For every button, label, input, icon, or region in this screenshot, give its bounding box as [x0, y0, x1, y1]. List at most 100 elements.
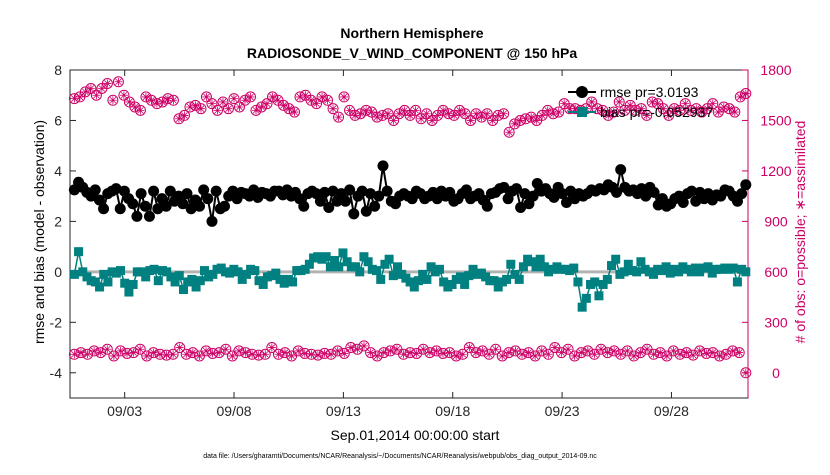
obs-point	[305, 94, 317, 106]
obs-point	[410, 104, 422, 116]
obs-asterisk	[675, 106, 684, 115]
obs-asterisk	[147, 96, 156, 105]
bias-point	[489, 276, 499, 286]
obs-asterisk	[656, 348, 665, 357]
obs-asterisk	[136, 106, 145, 115]
obs-asterisk	[499, 109, 508, 118]
obs-asterisk	[142, 351, 151, 360]
obs-point	[195, 103, 207, 115]
bias-point	[304, 259, 314, 269]
bias-point	[418, 269, 428, 279]
obs-asterisk	[263, 99, 271, 108]
rmse-point	[498, 181, 510, 193]
obs-point	[151, 98, 163, 110]
obs-asterisk	[477, 113, 486, 122]
chart-title-line2: RADIOSONDE_V_WIND_COMPONENT @ 150 hPa	[247, 45, 577, 61]
bias-point	[95, 282, 105, 292]
rmse-point	[515, 202, 527, 214]
right-y-tick-label: 600	[764, 264, 788, 280]
bias-point	[330, 255, 340, 265]
obs-point	[114, 345, 126, 357]
obs-point	[222, 103, 234, 115]
obs-asterisk	[229, 94, 238, 103]
obs-asterisk	[722, 350, 731, 359]
obs-point	[553, 106, 565, 118]
obs-asterisk	[703, 104, 712, 113]
obs-point	[233, 101, 245, 113]
obs-asterisk	[570, 351, 579, 360]
obs-asterisk	[240, 96, 249, 105]
rmse-point	[611, 186, 623, 198]
obs-point	[327, 103, 339, 115]
obs-asterisk	[274, 96, 283, 105]
obs-point	[333, 111, 345, 123]
obs-point	[696, 106, 708, 118]
left-y-tick-label: 8	[54, 62, 62, 78]
obs-point	[437, 104, 449, 116]
bias-point	[376, 274, 386, 284]
obs-asterisk	[389, 116, 398, 125]
obs-asterisk	[76, 348, 85, 357]
obs-asterisk	[281, 348, 290, 357]
obs-point	[657, 103, 669, 115]
rmse-point	[177, 198, 189, 210]
obs-point	[443, 108, 455, 120]
bias-point	[632, 267, 642, 277]
obs-asterisk	[510, 119, 519, 128]
obs-asterisk	[715, 351, 724, 360]
bias-point	[741, 267, 751, 277]
obs-point	[525, 111, 537, 123]
bias-point	[174, 271, 184, 281]
obs-asterisk	[362, 106, 371, 115]
rmse-point	[185, 203, 197, 215]
bias-point	[237, 274, 247, 284]
obs-asterisk	[444, 109, 453, 118]
rmse-point	[319, 186, 331, 198]
obs-asterisk	[554, 108, 563, 117]
obs-point	[294, 91, 306, 103]
obs-point	[325, 348, 337, 360]
obs-asterisk	[136, 345, 145, 354]
bias-point	[195, 276, 205, 286]
obs-asterisk	[373, 351, 382, 360]
obs-asterisk	[125, 97, 134, 106]
rmse-point	[381, 185, 393, 197]
obs-asterisk	[83, 350, 92, 359]
bias-point	[506, 259, 516, 269]
obs-point	[95, 347, 107, 359]
bias-point	[581, 293, 591, 303]
rmse-point	[364, 188, 376, 200]
rmse-point	[298, 200, 310, 212]
bias-point	[413, 276, 423, 286]
obs-asterisk	[560, 99, 569, 108]
obs-asterisk	[162, 351, 171, 360]
bias-point	[464, 271, 474, 281]
obs-point	[187, 347, 199, 359]
obs-point	[255, 101, 267, 113]
obs-asterisk	[267, 343, 276, 352]
rmse-point	[677, 196, 689, 208]
obs-asterisk	[367, 108, 376, 117]
bias-point	[351, 262, 361, 272]
bias-point	[422, 274, 432, 284]
obs-asterisk	[669, 346, 678, 355]
obs-asterisk	[537, 346, 546, 355]
obs-asterisk	[412, 349, 421, 358]
obs-asterisk	[708, 348, 717, 357]
obs-asterisk	[191, 101, 200, 110]
obs-asterisk	[75, 92, 84, 101]
obs-point	[668, 103, 680, 115]
obs-asterisk	[312, 99, 321, 108]
obs-asterisk	[353, 345, 362, 354]
obs-point	[279, 347, 291, 359]
bias-point	[539, 262, 549, 272]
obs-asterisk	[649, 350, 658, 359]
bias-point	[648, 269, 658, 279]
obs-asterisk	[728, 346, 737, 355]
rmse-point	[314, 195, 326, 207]
obs-asterisk	[411, 106, 420, 115]
obs-asterisk	[215, 348, 224, 357]
obs-asterisk	[109, 351, 118, 360]
right-axis-label: # of obs: o=possible; ∗=assimilated	[792, 121, 808, 344]
obs-asterisk	[300, 349, 309, 358]
